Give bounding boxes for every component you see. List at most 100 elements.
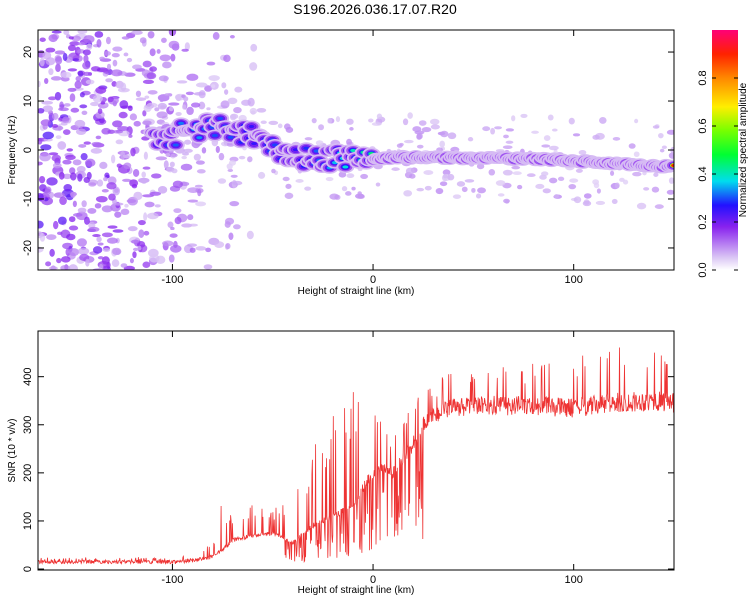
heatmap-noise-cell — [119, 100, 129, 109]
heatmap-noise-cell — [63, 103, 71, 107]
heatmap-halo-cell — [249, 107, 258, 115]
heatmap-noise-cell — [139, 37, 147, 44]
heatmap-noise-cell — [99, 56, 105, 61]
heatmap-noise-cell — [48, 266, 58, 270]
heatmap-noise-cell — [63, 184, 73, 192]
heatmap-noise-cell — [130, 239, 140, 244]
x-tick-label: 0 — [370, 274, 376, 286]
heatmap-halo-cell — [651, 186, 660, 193]
heatmap-noise-cell — [147, 212, 159, 220]
heatmap-noise-cell — [143, 151, 148, 160]
heatmap-halo-cell — [464, 179, 475, 183]
heatmap-halo-cell — [403, 190, 413, 197]
heatmap-noise-cell — [44, 78, 49, 84]
heatmap-noise-cell — [68, 225, 79, 231]
heatmap-noise-cell — [54, 50, 66, 55]
heatmap-noise-cell — [77, 207, 87, 214]
heatmap-cells — [38, 30, 674, 270]
heatmap-halo-cell — [260, 120, 267, 124]
heatmap-noise-cell — [94, 31, 104, 38]
heatmap-halo-cell — [346, 138, 352, 146]
heatmap-halo-cell — [164, 93, 171, 97]
heatmap-noise-cell — [101, 127, 111, 135]
heatmap-noise-cell — [96, 179, 104, 187]
heatmap-halo-cell — [495, 180, 506, 186]
heatmap-noise-cell — [123, 52, 129, 57]
heatmap-halo-cell — [304, 186, 312, 191]
heatmap-noise-cell — [71, 35, 81, 42]
heatmap-ridge-cell — [671, 163, 674, 168]
heatmap-noise-cell — [85, 79, 95, 85]
heatmap-noise-cell — [72, 58, 80, 62]
heatmap-noise-cell — [133, 30, 141, 34]
snr-frame — [37, 330, 675, 571]
heatmap-noise-cell — [198, 90, 206, 99]
heatmap-noise-cell — [38, 220, 44, 229]
heatmap-noise-cell — [101, 232, 113, 238]
heatmap-noise-cell — [143, 230, 150, 236]
heatmap-halo-cell — [414, 130, 425, 135]
heatmap-noise-cell — [103, 176, 108, 182]
heatmap-noise-cell — [120, 151, 126, 160]
heatmap-noise-cell — [155, 156, 168, 161]
heatmap-noise-cell — [81, 110, 88, 115]
heatmap-noise-cell — [169, 233, 178, 238]
heatmap-halo-cell — [548, 177, 558, 184]
heatmap-noise-cell — [218, 152, 225, 161]
heatmap-halo-cell — [423, 170, 434, 176]
heatmap-halo-cell — [368, 118, 374, 123]
heatmap-noise-cell — [67, 68, 78, 72]
x-tick-label: 100 — [565, 574, 583, 586]
heatmap-halo-cell — [238, 155, 246, 160]
heatmap-halo-cell — [391, 167, 400, 171]
chart-title: S196.2026.036.17.07.R20 — [293, 1, 457, 17]
heatmap-noise-cell — [185, 91, 194, 96]
heatmap-noise-cell — [141, 171, 146, 178]
heatmap-halo-cell — [502, 169, 513, 176]
heatmap-noise-cell — [135, 97, 147, 101]
heatmap-noise-cell — [196, 169, 206, 174]
heatmap-noise-cell — [87, 208, 97, 214]
heatmap-noise-cell — [187, 199, 199, 203]
heatmap-noise-cell — [132, 251, 137, 259]
heatmap-noise-cell — [128, 134, 133, 138]
heatmap-noise-cell — [94, 203, 102, 209]
heatmap-halo-cell — [421, 127, 432, 133]
heatmap-halo-cell — [345, 191, 352, 196]
heatmap-halo-cell — [628, 143, 636, 149]
heatmap-noise-cell — [44, 186, 52, 195]
heatmap-halo-cell — [636, 202, 647, 210]
heatmap-halo-cell — [557, 176, 565, 182]
heatmap-noise-cell — [107, 96, 114, 103]
heatmap-noise-cell — [142, 60, 152, 68]
heatmap-noise-cell — [90, 148, 103, 154]
colorbar-tick-label: 0.0 — [697, 262, 709, 277]
heatmap-noise-cell — [130, 147, 136, 157]
heatmap-halo-cell — [181, 155, 187, 160]
heatmap-noise-cell — [95, 195, 108, 203]
heatmap-noise-cell — [208, 75, 220, 81]
heatmap-noise-cell — [74, 80, 82, 89]
heatmap-noise-cell — [142, 261, 151, 269]
heatmap-noise-cell — [180, 163, 193, 171]
heatmap-noise-cell — [51, 123, 59, 128]
heatmap-ridge-cell — [350, 148, 357, 153]
heatmap-halo-cell — [494, 126, 502, 130]
heatmap-noise-cell — [151, 173, 162, 179]
heatmap-noise-cell — [48, 96, 57, 101]
heatmap-noise-cell — [70, 172, 77, 181]
heatmap-noise-cell — [174, 216, 182, 225]
x-tick-label: 100 — [565, 274, 583, 286]
heatmap-noise-cell — [142, 120, 152, 126]
heatmap-noise-cell — [77, 42, 86, 46]
heatmap-halo-cell — [490, 127, 496, 135]
heatmap-noise-cell — [111, 53, 120, 58]
heatmap-ridge-cell — [217, 116, 224, 121]
heatmap-halo-cell — [285, 183, 292, 189]
heatmap-halo-cell — [652, 125, 660, 129]
heatmap-ridge-cell — [248, 124, 255, 129]
heatmap-noise-cell — [84, 216, 90, 225]
heatmap-noise-cell — [106, 63, 112, 71]
heatmap-halo-cell — [357, 191, 362, 196]
heatmap-noise-cell — [95, 135, 102, 140]
